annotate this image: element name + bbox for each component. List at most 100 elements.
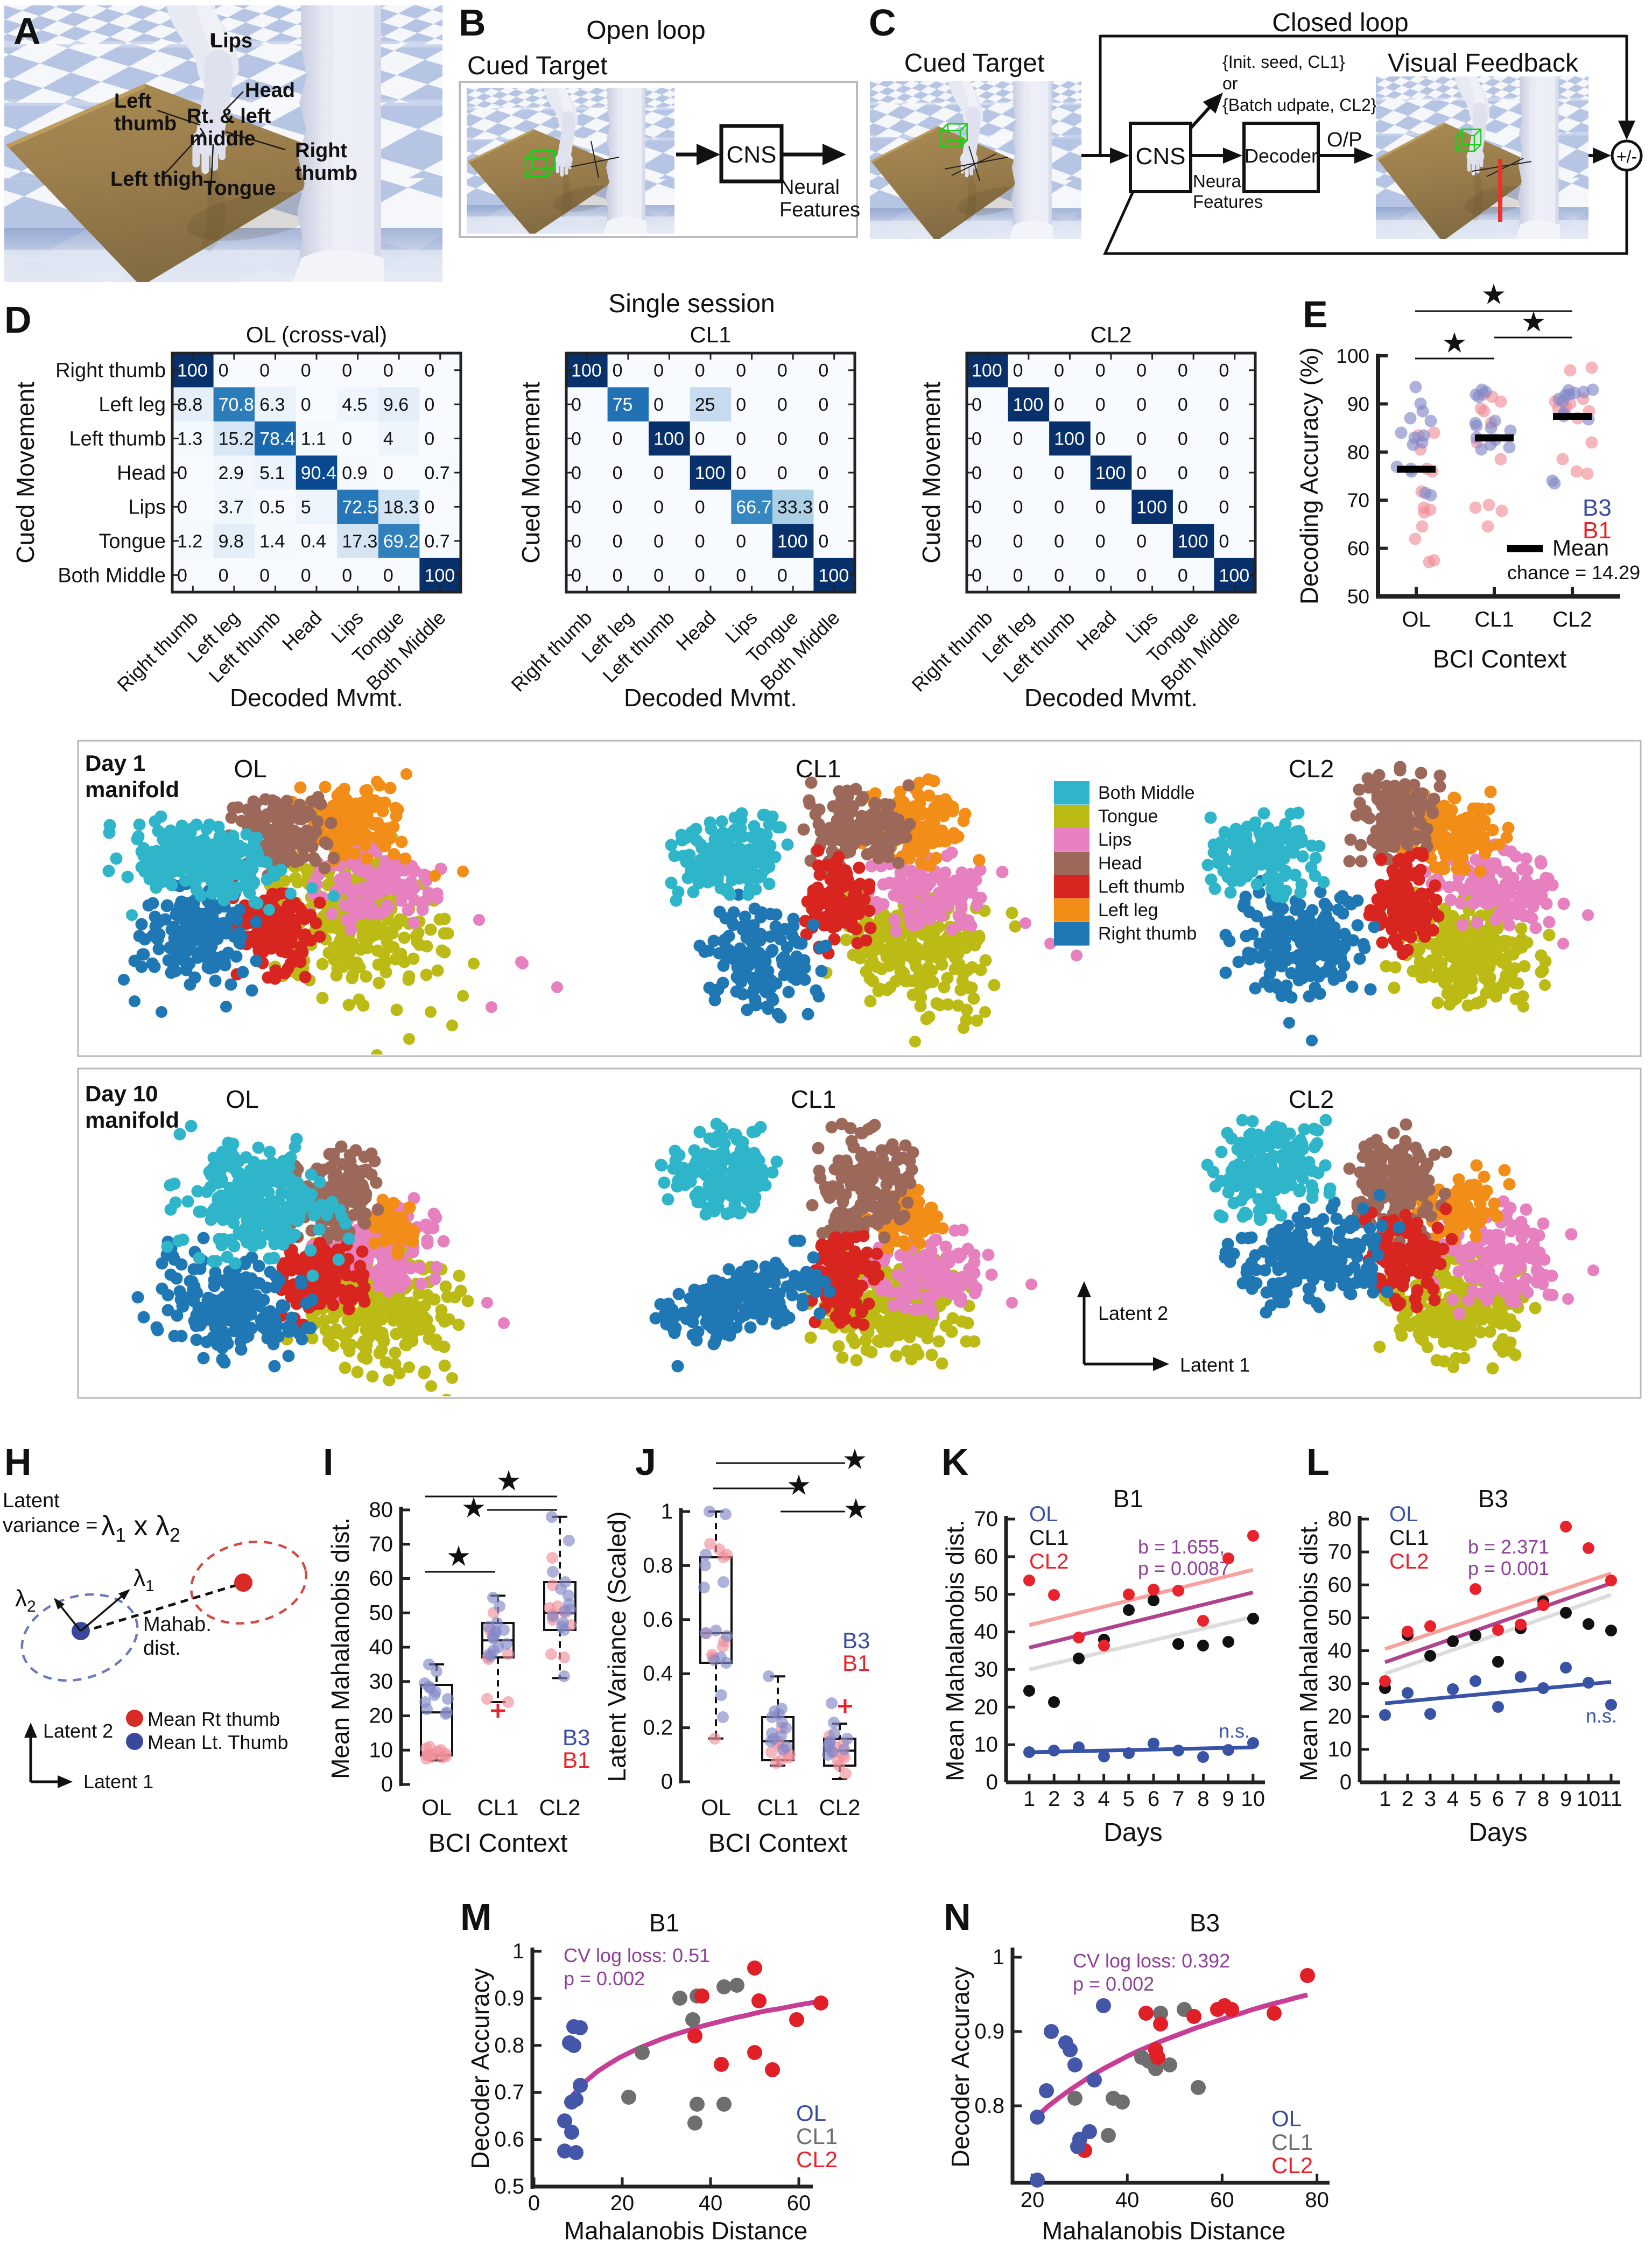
svg-text:70: 70	[1347, 489, 1369, 511]
svg-text:Features: Features	[779, 199, 860, 221]
svg-text:0: 0	[1178, 395, 1188, 415]
svg-text:0: 0	[818, 531, 828, 552]
svg-text:0: 0	[777, 395, 788, 415]
svg-text:0: 0	[571, 463, 581, 483]
svg-text:Decoding Accuracy (%): Decoding Accuracy (%)	[1295, 347, 1323, 605]
svg-text:0: 0	[695, 565, 705, 586]
svg-text:100: 100	[1178, 531, 1208, 552]
svg-text:0: 0	[818, 361, 828, 381]
svg-text:0: 0	[613, 463, 623, 483]
svg-text:0: 0	[653, 361, 664, 381]
svg-text:100: 100	[1336, 345, 1369, 367]
svg-text:0: 0	[1013, 531, 1023, 552]
svg-text:0.4: 0.4	[301, 531, 326, 552]
svg-text:A: A	[13, 10, 41, 52]
svg-text:0: 0	[383, 463, 393, 483]
svg-text:0: 0	[424, 497, 434, 517]
svg-text:0: 0	[383, 361, 393, 381]
svg-text:0: 0	[736, 361, 746, 381]
svg-text:0: 0	[777, 463, 788, 483]
svg-text:0: 0	[571, 531, 581, 552]
svg-text:0: 0	[177, 463, 187, 483]
svg-text:100: 100	[695, 463, 726, 483]
svg-text:1.2: 1.2	[177, 531, 202, 552]
svg-text:0: 0	[972, 429, 982, 449]
svg-text:0: 0	[1054, 565, 1064, 586]
svg-text:0: 0	[1095, 531, 1106, 552]
svg-text:4.5: 4.5	[342, 395, 367, 415]
svg-text:18.3: 18.3	[383, 497, 419, 517]
svg-text:or: or	[1222, 74, 1238, 93]
svg-text:15.2: 15.2	[219, 429, 254, 449]
svg-text:0: 0	[1219, 361, 1229, 381]
svg-text:0: 0	[1013, 361, 1023, 381]
svg-text:0: 0	[972, 395, 982, 415]
svg-text:100: 100	[1013, 395, 1044, 415]
svg-text:100: 100	[177, 361, 208, 381]
svg-text:0: 0	[1054, 497, 1064, 517]
svg-text:0: 0	[695, 497, 705, 517]
svg-text:0: 0	[653, 497, 664, 517]
svg-text:Left leg: Left leg	[1098, 900, 1158, 920]
svg-text:0: 0	[695, 361, 705, 381]
svg-text:0: 0	[1219, 429, 1229, 449]
svg-text:0: 0	[342, 565, 352, 586]
svg-text:0: 0	[301, 565, 311, 586]
svg-text:BCI Context: BCI Context	[1433, 645, 1566, 673]
svg-text:0: 0	[736, 463, 746, 483]
svg-text:80: 80	[1347, 441, 1369, 463]
svg-text:D: D	[4, 299, 32, 341]
svg-text:B: B	[459, 2, 486, 44]
svg-text:5.1: 5.1	[259, 463, 285, 483]
svg-text:Lips: Lips	[1098, 830, 1131, 850]
svg-text:CL1: CL1	[796, 755, 841, 783]
svg-text:1.3: 1.3	[177, 429, 202, 449]
svg-text:0: 0	[1178, 429, 1188, 449]
svg-text:0: 0	[571, 565, 581, 586]
svg-text:Left thumb: Left thumb	[1098, 876, 1185, 897]
svg-text:100: 100	[653, 429, 684, 449]
svg-text:0: 0	[653, 395, 664, 415]
svg-text:Day 1: Day 1	[85, 750, 145, 776]
svg-text:Cued Target: Cued Target	[467, 52, 608, 80]
svg-text:100: 100	[777, 531, 808, 552]
svg-text:CL2: CL2	[1552, 608, 1592, 631]
svg-text:Features: Features	[1193, 192, 1263, 212]
svg-text:0: 0	[1136, 463, 1147, 483]
svg-text:0: 0	[1178, 361, 1188, 381]
svg-text:0: 0	[301, 395, 311, 415]
svg-text:0: 0	[653, 531, 664, 552]
svg-text:0: 0	[1013, 565, 1023, 586]
svg-text:0: 0	[177, 565, 187, 586]
svg-text:Head: Head	[1098, 853, 1142, 874]
svg-text:Both Middle: Both Middle	[1098, 783, 1195, 803]
svg-text:100: 100	[1095, 463, 1126, 483]
svg-text:0: 0	[342, 429, 352, 449]
svg-text:100: 100	[818, 565, 849, 586]
svg-text:0: 0	[736, 531, 746, 552]
svg-text:0: 0	[1054, 395, 1064, 415]
svg-text:0: 0	[1178, 497, 1188, 517]
svg-text:0: 0	[1013, 463, 1023, 483]
svg-text:0.7: 0.7	[424, 531, 449, 552]
svg-text:Cued Movement: Cued Movement	[517, 382, 545, 564]
svg-text:70.8: 70.8	[219, 395, 254, 415]
svg-text:O/P: O/P	[1327, 129, 1362, 151]
svg-text:0: 0	[1013, 497, 1023, 517]
svg-text:OL: OL	[226, 1085, 258, 1113]
svg-text:3.7: 3.7	[219, 497, 244, 517]
svg-text:Both Middle: Both Middle	[58, 564, 166, 587]
svg-text:Decoded Mvmt.: Decoded Mvmt.	[230, 684, 403, 712]
svg-text:Open loop: Open loop	[586, 16, 706, 45]
svg-text:Left thigh: Left thigh	[110, 168, 203, 191]
svg-text:0.7: 0.7	[424, 463, 449, 483]
svg-text:1.1: 1.1	[301, 429, 326, 449]
svg-text:CL1: CL1	[1474, 608, 1514, 631]
svg-text:0: 0	[424, 429, 434, 449]
svg-text:100: 100	[1136, 497, 1167, 517]
svg-text:72.5: 72.5	[342, 497, 377, 517]
svg-text:Tongue: Tongue	[203, 177, 276, 200]
svg-text:B3: B3	[1583, 495, 1612, 521]
svg-text:Right thumb: Right thumb	[1098, 924, 1197, 944]
svg-text:Right: Right	[295, 139, 347, 162]
